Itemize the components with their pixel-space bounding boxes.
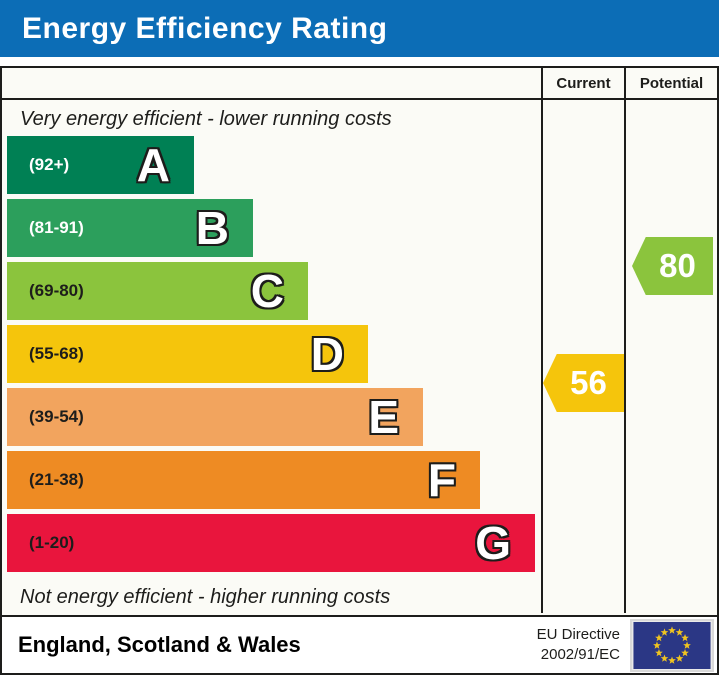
band-letter: B <box>195 202 229 254</box>
band-range: (39-54) <box>29 407 84 426</box>
band-chart-area: Very energy efficient - lower running co… <box>2 100 543 613</box>
potential-column: 80 <box>626 100 717 613</box>
rating-table: Current Potential Very energy efficient … <box>0 66 719 617</box>
footer: England, Scotland & Wales EU Directive 2… <box>0 617 719 675</box>
eu-directive-text: EU Directive 2002/91/EC <box>537 625 620 666</box>
band-row: (55-68) D <box>7 325 368 383</box>
table-header-row: Current Potential <box>2 68 717 100</box>
band-letter: C <box>250 265 284 317</box>
band-range: (1-20) <box>29 533 75 552</box>
band-letter: G <box>475 517 511 569</box>
band-list: (92+) A (81-91) B (69-80) C (55-68) D (3… <box>7 136 535 577</box>
band-range: (92+) <box>29 155 70 174</box>
band-letter: A <box>136 139 170 191</box>
band-row: (81-91) B <box>7 199 253 257</box>
page-title: Energy Efficiency Rating <box>22 11 388 45</box>
title-bar: Energy Efficiency Rating <box>0 0 719 57</box>
potential-rating-arrow: 80 <box>632 237 713 295</box>
band-row: (39-54) E <box>7 388 423 446</box>
column-header-current: Current <box>543 68 626 98</box>
band-row: (21-38) F <box>7 451 480 509</box>
eu-directive-line2: 2002/91/EC <box>540 646 620 663</box>
table-body: Very energy efficient - lower running co… <box>2 100 717 613</box>
potential-rating-value: 80 <box>659 247 696 284</box>
current-rating-value: 56 <box>570 364 607 401</box>
region-label: England, Scotland & Wales <box>18 632 301 657</box>
column-header-potential: Potential <box>639 74 704 92</box>
header-spacer <box>2 68 543 98</box>
band-row: (92+) A <box>7 136 194 194</box>
band-row: (1-20) G <box>7 514 535 572</box>
current-rating-arrow: 56 <box>543 354 624 412</box>
band-row: (69-80) C <box>7 262 308 320</box>
band-range: (81-91) <box>29 218 84 237</box>
band-letter: F <box>427 454 456 506</box>
eu-flag-icon <box>630 618 714 672</box>
current-column: 56 <box>543 100 626 613</box>
band-range: (21-38) <box>29 470 84 489</box>
band-letter: D <box>310 328 344 380</box>
caption-bottom: Not energy efficient - higher running co… <box>20 586 391 608</box>
caption-top: Very energy efficient - lower running co… <box>20 108 392 130</box>
band-letter: E <box>368 391 399 443</box>
band-range: (55-68) <box>29 344 84 363</box>
band-range: (69-80) <box>29 281 84 300</box>
eu-directive-line1: EU Directive <box>536 625 620 643</box>
